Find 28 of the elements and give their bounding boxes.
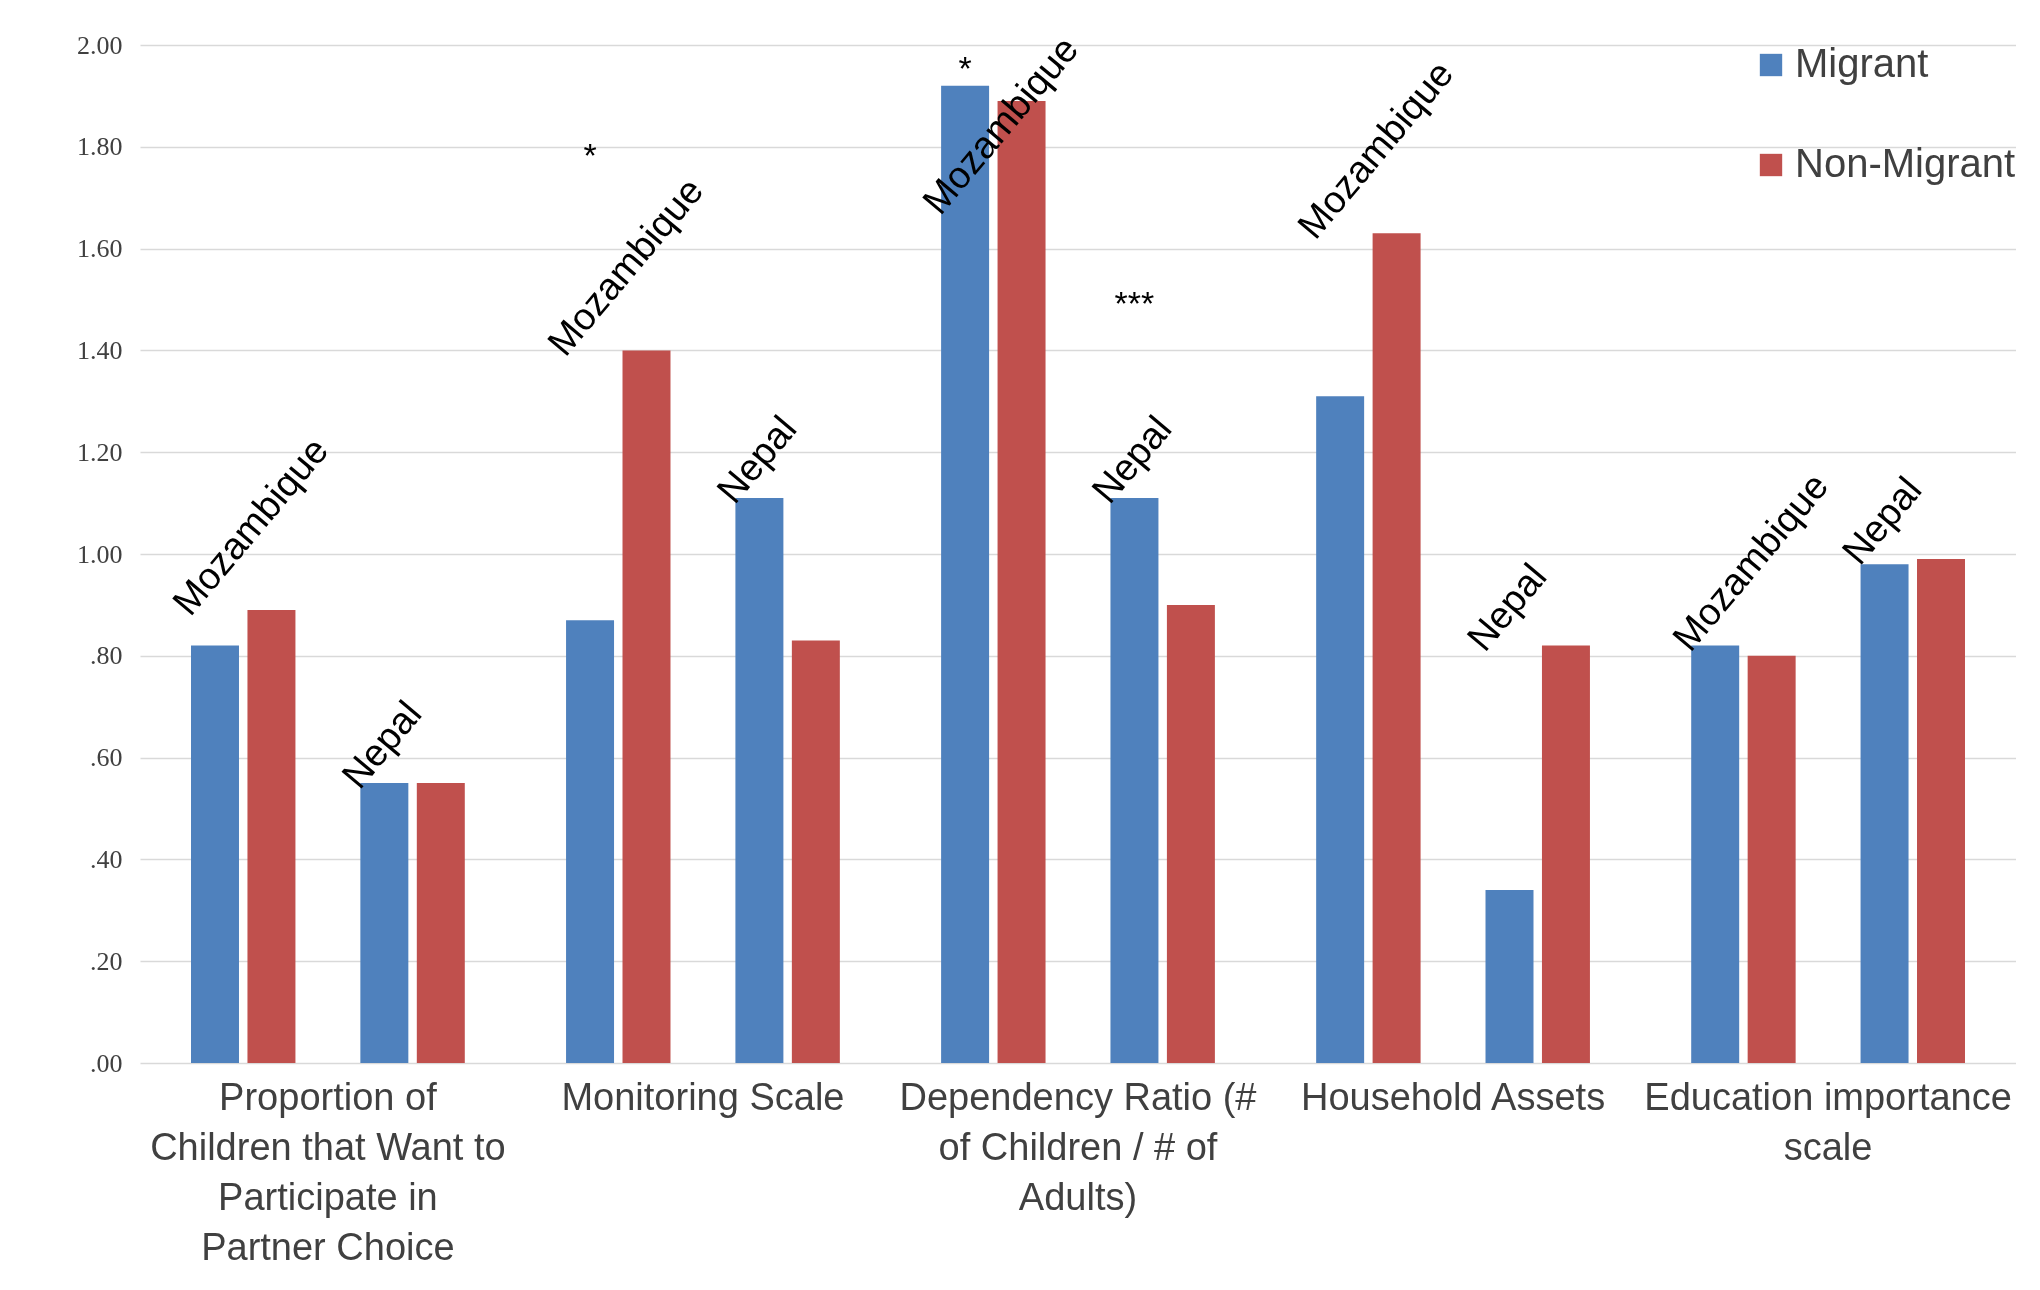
y-tick-label: .00 xyxy=(90,1048,123,1078)
bar xyxy=(566,620,615,1063)
bar xyxy=(1485,889,1534,1063)
legend-label: Migrant xyxy=(1795,41,1929,85)
y-tick-label: 1.20 xyxy=(77,437,123,467)
bar xyxy=(791,640,840,1063)
y-tick-label: .20 xyxy=(90,946,123,976)
y-tick-label: 1.80 xyxy=(77,132,123,162)
y-tick-label: .80 xyxy=(90,641,123,671)
y-tick-label: .60 xyxy=(90,743,123,773)
x-tick-label: Proportion of Children that Want to Participate in Partner Choice xyxy=(150,1075,506,1268)
bar xyxy=(1316,396,1365,1063)
x-tick-label: Monitoring Scale xyxy=(561,1075,845,1118)
bar xyxy=(1747,655,1796,1063)
legend-label: Non-Migrant xyxy=(1795,141,2016,185)
annotation: * xyxy=(583,135,597,174)
y-tick-label: .40 xyxy=(90,844,123,874)
x-tick-label: Education importance scale xyxy=(1644,1075,2012,1168)
bar xyxy=(1860,564,1909,1063)
y-tick-label: 1.60 xyxy=(77,234,123,264)
bar xyxy=(1166,604,1215,1063)
x-tick-label: Household Assets xyxy=(1300,1075,1606,1118)
x-tick-label: Dependency Ratio (# of Children / # of Adults) xyxy=(899,1075,1257,1218)
bar xyxy=(191,645,239,1063)
annotation: *** xyxy=(1114,283,1155,322)
y-tick-label: 2.00 xyxy=(77,30,123,60)
y-tick-label: 1.40 xyxy=(77,335,123,365)
y-tick-label: 1.00 xyxy=(77,539,123,569)
